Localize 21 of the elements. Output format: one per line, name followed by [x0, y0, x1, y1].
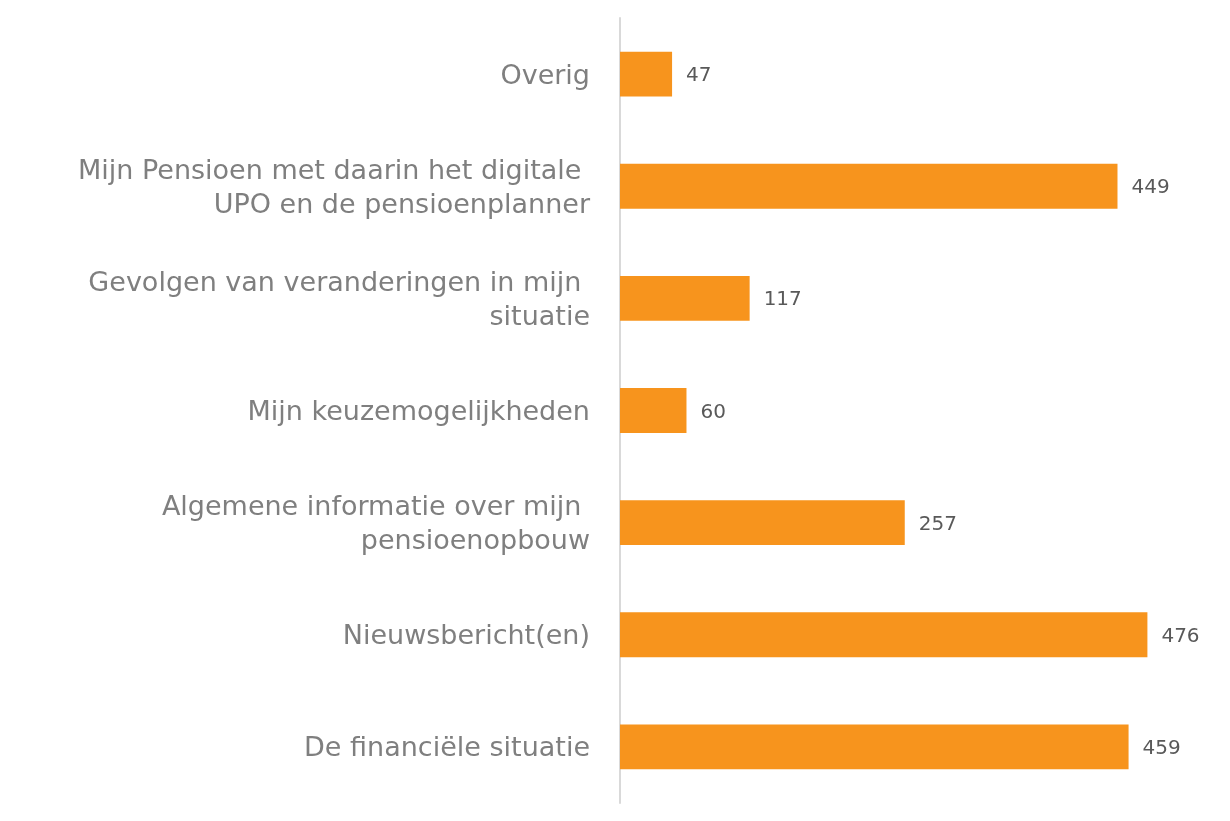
y-tick-label: Mijn Pensioen met daarin het digitale UPO en de pensioenplanner — [77, 153, 591, 219]
bar — [620, 500, 905, 546]
bar — [620, 724, 1129, 770]
y-tick-label: Nieuwsbericht(en) — [342, 619, 590, 651]
y-tick-label: Gevolgen van veranderingen in mijn situatie — [88, 265, 590, 331]
data-label: 257 — [918, 510, 957, 535]
y-tick-label: Algemene informatie over mijn pensioenopbouw — [161, 490, 590, 556]
bar — [620, 388, 687, 433]
y-tick-label: Overig — [500, 58, 590, 90]
bar — [620, 163, 1118, 209]
bar — [620, 275, 750, 321]
bar — [620, 612, 1148, 658]
y-tick-label: De financiële situatie — [304, 731, 590, 763]
y-tick-label: Mijn keuzemogelijkheden — [247, 395, 590, 426]
data-label: 117 — [763, 286, 802, 311]
data-label: 47 — [686, 62, 712, 87]
data-label: 459 — [1142, 734, 1181, 759]
data-label: 476 — [1161, 622, 1200, 647]
bar — [620, 51, 673, 97]
data-label: 60 — [700, 398, 726, 423]
data-label: 449 — [1131, 174, 1170, 199]
